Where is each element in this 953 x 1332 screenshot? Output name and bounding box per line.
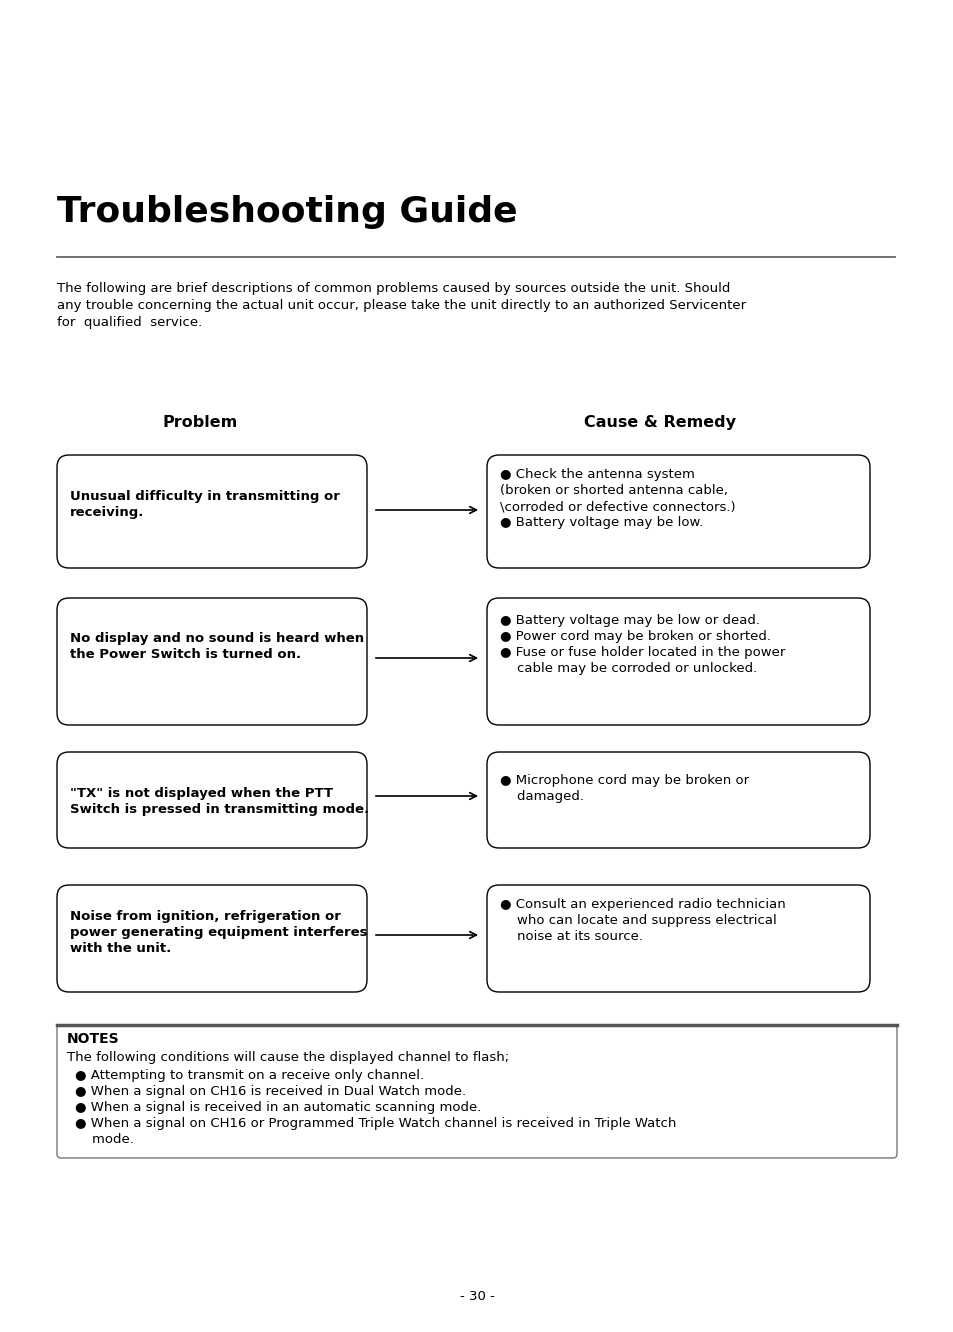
Text: The following are brief descriptions of common problems caused by sources outsid: The following are brief descriptions of … [57, 282, 730, 294]
Text: Cause & Remedy: Cause & Remedy [583, 416, 735, 430]
Text: ● Battery voltage may be low or dead.: ● Battery voltage may be low or dead. [499, 614, 760, 627]
FancyBboxPatch shape [57, 884, 367, 992]
Text: Noise from ignition, refrigeration or: Noise from ignition, refrigeration or [70, 910, 340, 923]
Text: ● When a signal is received in an automatic scanning mode.: ● When a signal is received in an automa… [75, 1102, 481, 1114]
FancyBboxPatch shape [57, 1026, 896, 1158]
Text: for  qualified  service.: for qualified service. [57, 316, 202, 329]
FancyBboxPatch shape [486, 753, 869, 848]
Text: No display and no sound is heard when: No display and no sound is heard when [70, 631, 364, 645]
Text: power generating equipment interferes: power generating equipment interferes [70, 926, 367, 939]
Text: ● Fuse or fuse holder located in the power: ● Fuse or fuse holder located in the pow… [499, 646, 784, 659]
FancyBboxPatch shape [486, 456, 869, 567]
Text: The following conditions will cause the displayed channel to flash;: The following conditions will cause the … [67, 1051, 509, 1064]
Text: the Power Switch is turned on.: the Power Switch is turned on. [70, 647, 301, 661]
Text: noise at its source.: noise at its source. [499, 930, 642, 943]
Text: "TX" is not displayed when the PTT: "TX" is not displayed when the PTT [70, 787, 333, 801]
Text: receiving.: receiving. [70, 506, 144, 519]
Text: ● Consult an experienced radio technician: ● Consult an experienced radio technicia… [499, 898, 785, 911]
Text: with the unit.: with the unit. [70, 942, 172, 955]
Text: ● Microphone cord may be broken or: ● Microphone cord may be broken or [499, 774, 748, 787]
Text: who can locate and suppress electrical: who can locate and suppress electrical [499, 914, 776, 927]
FancyBboxPatch shape [486, 884, 869, 992]
Text: ● When a signal on CH16 is received in Dual Watch mode.: ● When a signal on CH16 is received in D… [75, 1086, 466, 1098]
Text: ● Battery voltage may be low.: ● Battery voltage may be low. [499, 515, 702, 529]
Text: ● Check the antenna system: ● Check the antenna system [499, 468, 694, 481]
Text: Switch is pressed in transmitting mode.: Switch is pressed in transmitting mode. [70, 803, 369, 817]
Text: damaged.: damaged. [499, 790, 583, 803]
Text: ● When a signal on CH16 or Programmed Triple Watch channel is received in Triple: ● When a signal on CH16 or Programmed Tr… [75, 1118, 676, 1130]
Text: Problem: Problem [162, 416, 237, 430]
Text: NOTES: NOTES [67, 1032, 119, 1046]
Text: ● Power cord may be broken or shorted.: ● Power cord may be broken or shorted. [499, 630, 770, 643]
FancyBboxPatch shape [57, 598, 367, 725]
Text: ● Attempting to transmit on a receive only channel.: ● Attempting to transmit on a receive on… [75, 1070, 424, 1082]
Text: \corroded or defective connectors.): \corroded or defective connectors.) [499, 500, 735, 513]
FancyBboxPatch shape [486, 598, 869, 725]
Text: mode.: mode. [75, 1134, 133, 1146]
Text: (broken or shorted antenna cable,: (broken or shorted antenna cable, [499, 484, 727, 497]
Text: - 30 -: - 30 - [459, 1289, 494, 1303]
Text: Unusual difficulty in transmitting or: Unusual difficulty in transmitting or [70, 490, 339, 503]
FancyBboxPatch shape [57, 456, 367, 567]
Text: any trouble concerning the actual unit occur, please take the unit directly to a: any trouble concerning the actual unit o… [57, 298, 745, 312]
Text: Troubleshooting Guide: Troubleshooting Guide [57, 194, 517, 229]
FancyBboxPatch shape [57, 753, 367, 848]
Text: cable may be corroded or unlocked.: cable may be corroded or unlocked. [499, 662, 757, 675]
